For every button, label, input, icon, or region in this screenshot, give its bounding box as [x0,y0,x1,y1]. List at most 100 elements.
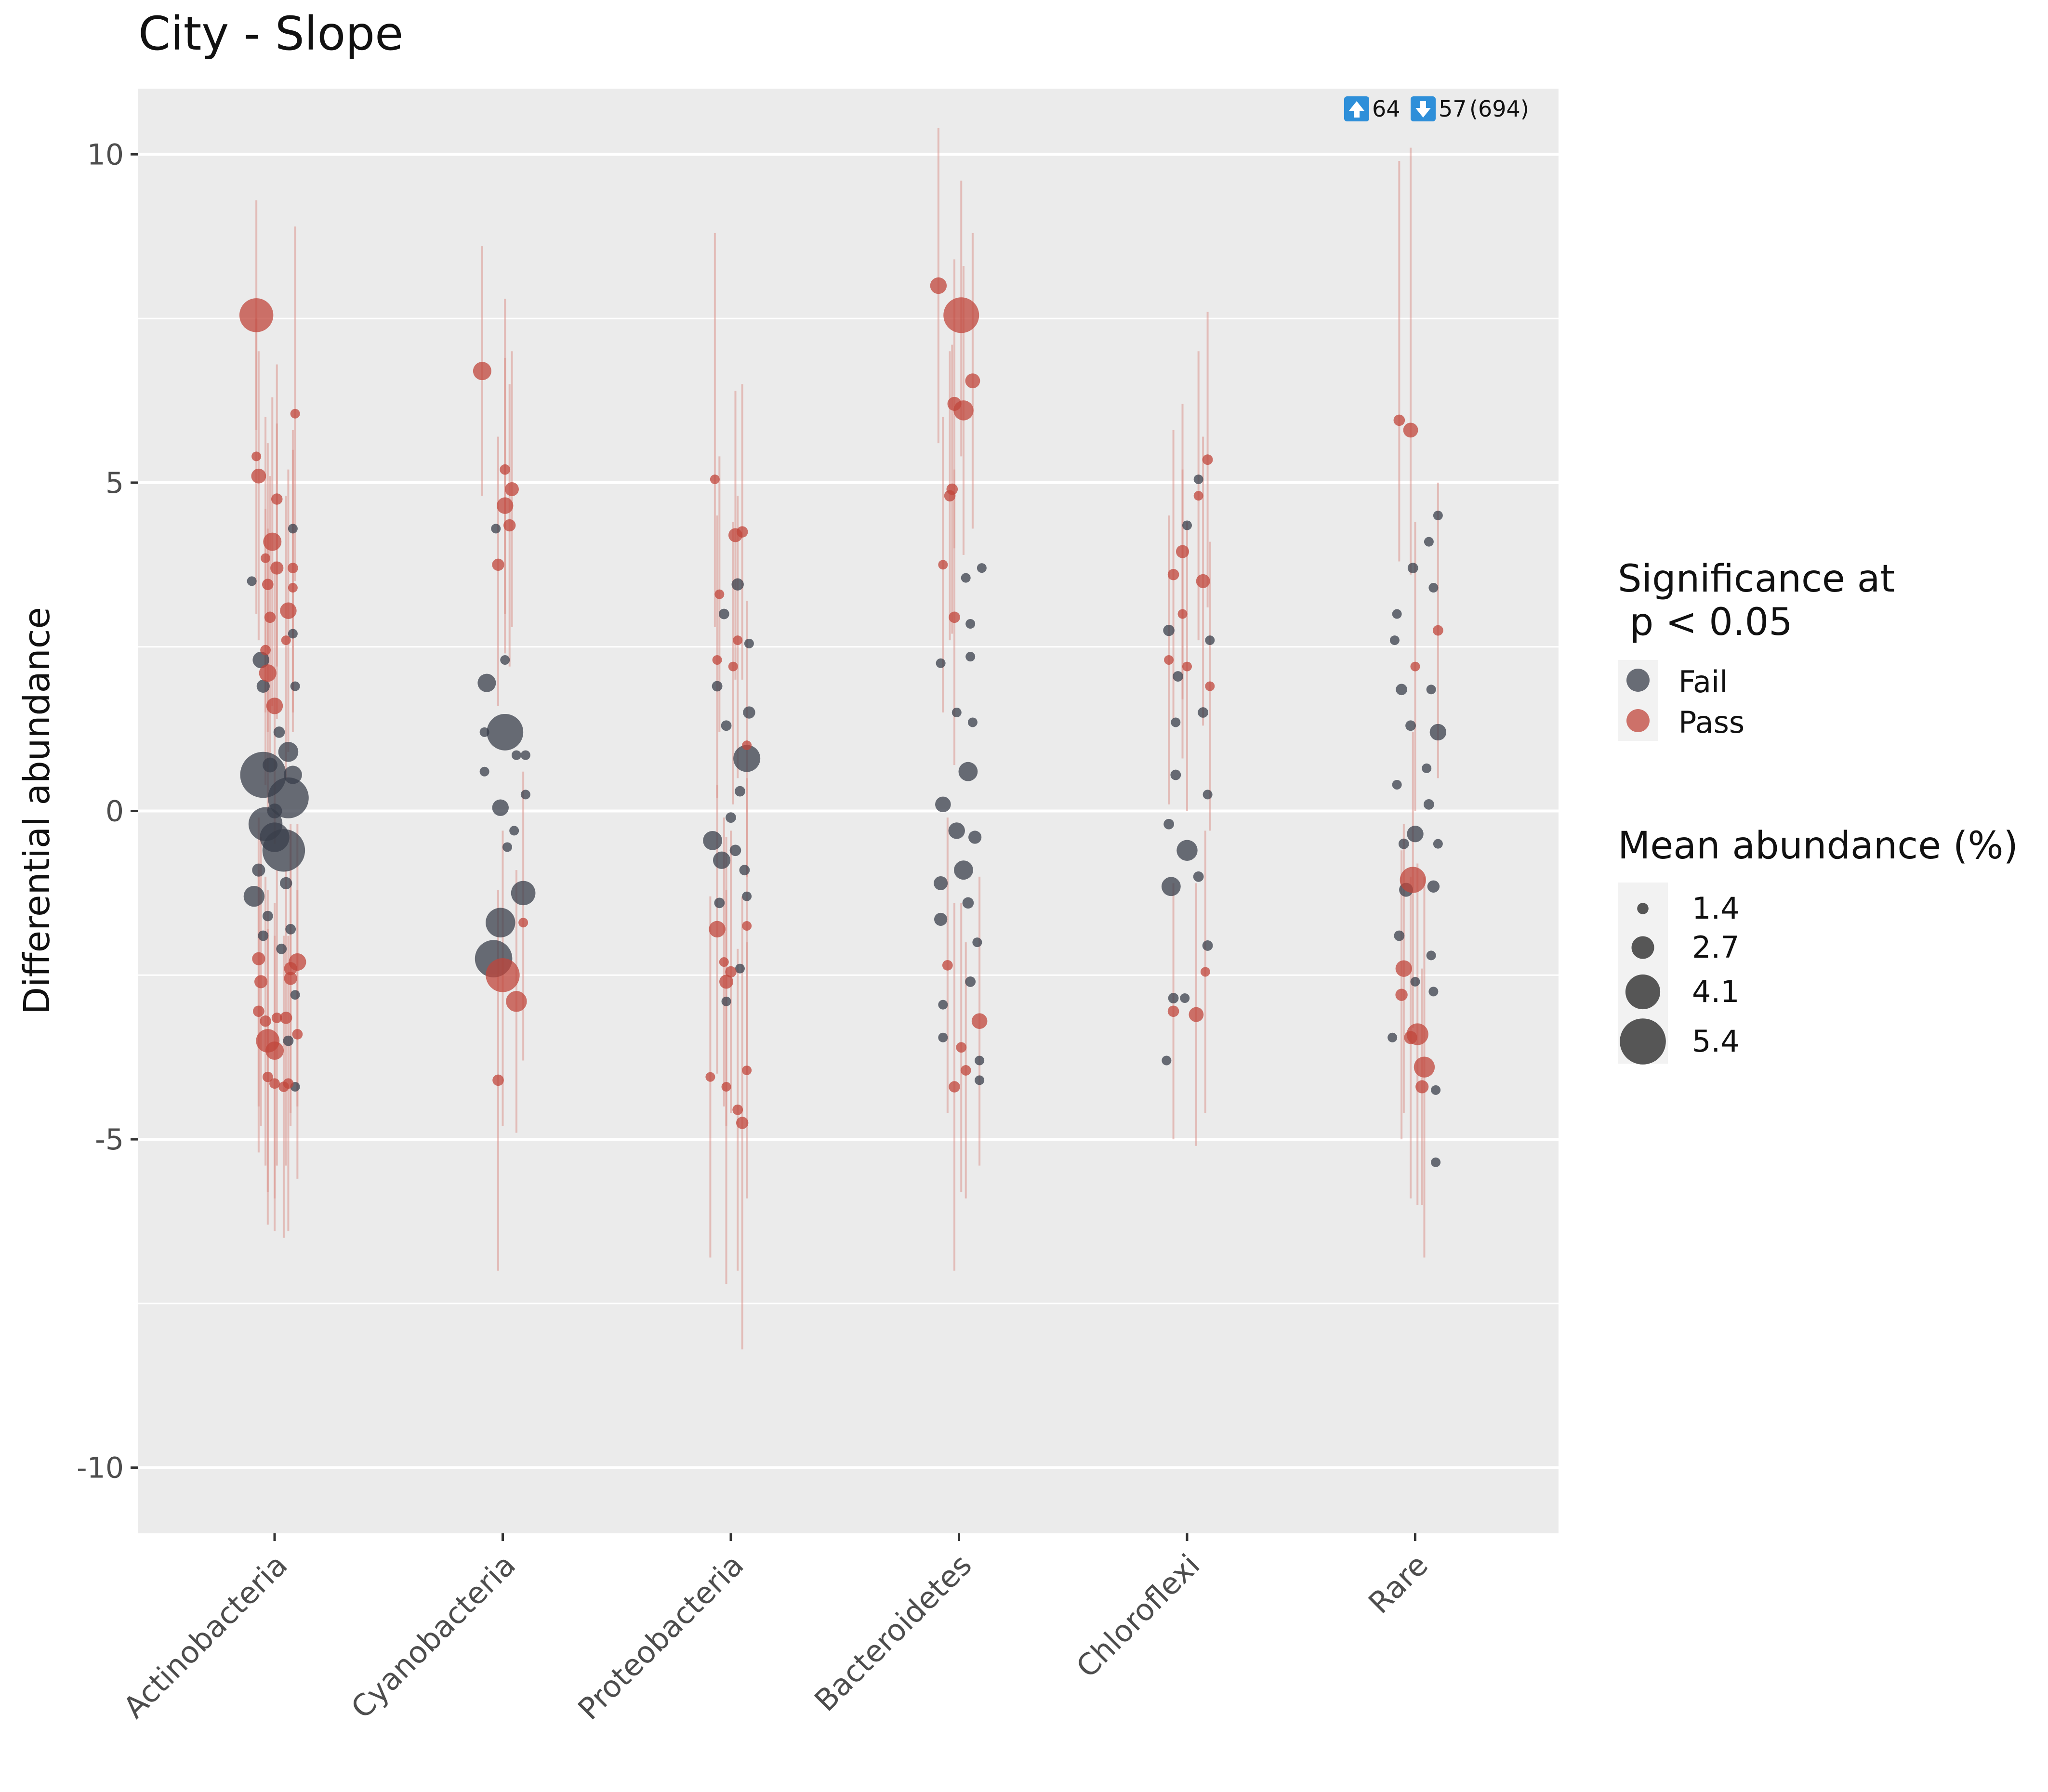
point-fail [1203,790,1213,799]
point-fail [263,758,277,773]
point-pass [260,645,271,656]
point-fail [1202,940,1213,951]
point-fail [480,727,489,737]
point-fail [1193,871,1204,882]
point-fail [1433,839,1443,849]
point-pass [710,474,720,484]
point-fail [934,876,948,890]
point-pass [943,297,979,333]
point-fail [278,742,299,762]
point-fail [740,865,750,875]
point-fail [1171,717,1180,727]
point-fail [521,751,530,760]
point-fail [735,964,745,974]
point-pass [1168,1005,1179,1017]
point-fail [730,844,741,856]
up-count: 64 [1372,96,1401,122]
point-fail [291,990,300,1000]
point-fail [280,877,292,889]
point-fail [247,576,257,586]
point-fail [714,897,725,908]
point-pass [1202,454,1213,465]
point-pass [713,655,722,665]
point-fail [244,886,264,907]
legend-size-circle [1632,936,1654,959]
point-pass [269,1078,280,1089]
point-pass [1396,960,1412,976]
legend-significance-title-line1: Significance at [1618,557,1895,601]
point-fail [500,655,510,665]
legend-pass-label: Pass [1678,705,1744,740]
point-pass [291,409,300,419]
point-fail [1430,724,1446,740]
point-fail [267,804,282,818]
point-fail [712,681,723,692]
point-fail [713,852,730,869]
point-fail [1205,635,1215,645]
point-fail [1424,799,1434,810]
point-fail [1427,685,1436,694]
point-pass [732,1105,743,1115]
point-pass [288,563,298,573]
point-fail [952,708,962,717]
y-tick-label: -5 [95,1123,124,1157]
point-fail [521,790,530,799]
point-pass [486,958,519,992]
point-pass [930,277,947,294]
point-pass [281,635,291,645]
point-fail [1427,881,1440,893]
point-fail [954,860,973,880]
point-fail [732,579,744,591]
point-pass [259,664,277,682]
point-fail [975,1056,984,1066]
point-pass [1168,569,1179,580]
point-pass [1176,545,1189,558]
point-fail [1163,819,1174,830]
point-pass [949,1081,960,1093]
point-fail [1194,474,1203,484]
point-pass [263,533,281,551]
point-pass [253,1005,264,1017]
point-fail [1162,1056,1171,1066]
point-pass [1433,625,1443,636]
point-pass [505,482,519,496]
point-fail [744,639,754,648]
point-fail [258,931,268,941]
point-pass [1196,574,1210,588]
point-fail [284,766,302,784]
point-pass [1194,491,1203,501]
point-fail [1163,625,1175,636]
point-fail [276,944,287,954]
point-pass [252,952,265,965]
point-fail [486,908,515,937]
point-pass [705,1072,715,1082]
point-fail [1387,1033,1397,1042]
point-fail [703,831,722,850]
point-fail [1431,1158,1440,1167]
point-fail [1405,720,1416,731]
point-fail [263,911,273,922]
point-fail [1427,950,1436,960]
point-fail [492,799,509,816]
point-fail [477,674,496,692]
point-pass [1201,967,1210,976]
legend-size-title: Mean abundance (%) [1618,824,2018,868]
point-pass [1182,662,1192,672]
legend-size-circle [1637,903,1649,914]
point-fail [1411,977,1420,987]
point-fail [936,659,946,668]
point-fail [722,997,731,1006]
point-pass [737,526,748,538]
point-pass [949,612,960,623]
point-pass [492,559,504,571]
point-pass [260,1015,271,1027]
point-pass [500,464,510,475]
point-pass [492,1075,504,1086]
legend-size-label-1: 1.4 [1692,891,1740,926]
point-pass [1395,988,1407,1001]
point-pass [1407,1023,1428,1045]
y-tick-label: 0 [106,795,124,829]
point-fail [283,1036,294,1046]
point-fail [968,717,978,727]
point-pass [1415,1080,1428,1093]
